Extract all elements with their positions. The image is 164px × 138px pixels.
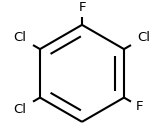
Text: Cl: Cl (14, 103, 27, 116)
Text: Cl: Cl (14, 31, 27, 44)
Text: F: F (78, 1, 86, 14)
Text: Cl: Cl (137, 31, 150, 44)
Text: F: F (135, 100, 143, 113)
